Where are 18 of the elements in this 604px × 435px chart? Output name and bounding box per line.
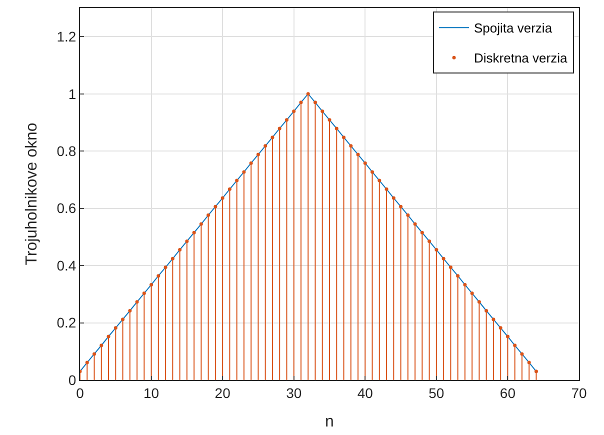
legend-label: Spojita verzia — [474, 20, 553, 36]
x-tick-label: 40 — [357, 384, 374, 401]
x-tick-label: 50 — [428, 384, 444, 401]
y-tick-label: 0.4 — [56, 257, 76, 274]
y-tick-label: 1 — [68, 86, 76, 102]
x-tick-label: 60 — [500, 384, 516, 401]
y-tick-label: 0.2 — [56, 314, 76, 331]
x-tick-label: 30 — [286, 384, 302, 401]
y-tick-label: 1.2 — [56, 28, 76, 45]
x-tick-label: 10 — [144, 384, 160, 401]
x-tick-label: 70 — [571, 384, 587, 401]
y-tick-label: 0 — [68, 372, 76, 388]
y-tick-label: 0.8 — [56, 142, 76, 159]
y-tick-label: 0.6 — [56, 200, 76, 216]
y-axis-title: Trojuholnikove okno — [24, 122, 41, 266]
x-axis-title: n — [325, 414, 334, 430]
x-tick-label: 20 — [214, 384, 231, 401]
legend-label: Diskretna verzia — [474, 50, 568, 66]
